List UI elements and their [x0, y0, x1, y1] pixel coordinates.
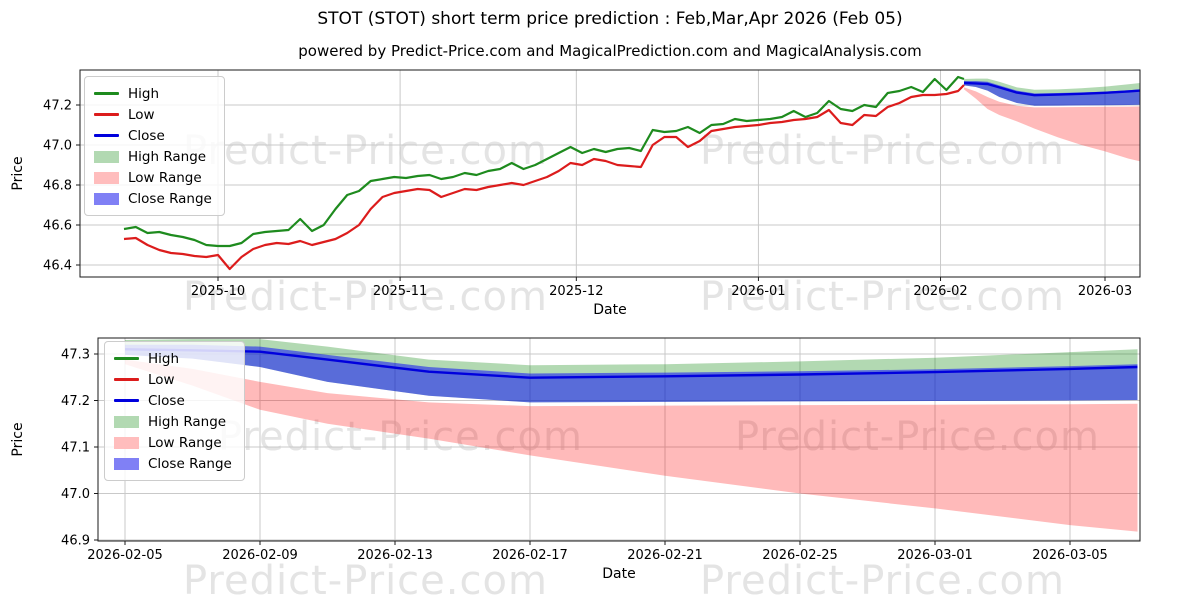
axis-frame — [97, 337, 1141, 542]
y-axis-tick-label: 46.6 — [43, 219, 72, 234]
close-swatch — [94, 134, 119, 137]
watermark: Predict-Price.com — [700, 558, 1065, 604]
y-axis-tick-label: 46.8 — [43, 179, 72, 194]
low-range-swatch — [114, 436, 139, 449]
y-axis-label: Price — [10, 156, 26, 190]
close-range-swatch — [94, 192, 119, 205]
legend-item-high: High — [94, 83, 212, 104]
legend-item-high: High — [114, 348, 232, 369]
x-axis-tick-label: 2026-03 — [1078, 284, 1132, 299]
y-axis-tick-label: 47.2 — [43, 99, 72, 114]
close-range-band — [964, 81, 1141, 106]
low-range-band — [125, 359, 1138, 532]
y-axis-tick-label: 47.0 — [43, 139, 72, 154]
low-swatch — [94, 113, 119, 116]
x-axis-label: Date — [602, 566, 635, 582]
legend-label: Low — [128, 106, 155, 123]
y-axis-tick-label: 46.4 — [43, 259, 72, 274]
high-range-swatch — [114, 415, 139, 428]
low-swatch — [114, 378, 139, 381]
legend-item-low-range: Low Range — [114, 432, 232, 453]
x-axis-tick-label: 2026-02-05 — [87, 548, 163, 563]
legend-label: High Range — [128, 148, 207, 165]
watermark: Predict-Price.com — [183, 128, 548, 174]
low-range-swatch — [94, 171, 119, 184]
legend-item-close-range: Close Range — [114, 453, 232, 474]
legend-label: Close Range — [128, 190, 212, 207]
bottom-prediction-chart: 2026-02-05 2026-02-09 2026-02-13 2026-02-17… — [10, 337, 1141, 582]
legend-item-high-range: High Range — [114, 411, 232, 432]
y-axis-tick-label: 47.2 — [61, 394, 90, 409]
legend-item-close-range: Close Range — [94, 188, 212, 209]
high-swatch — [94, 92, 119, 95]
legend-label: High Range — [148, 413, 227, 430]
x-axis-tick-label: 2026-02-21 — [627, 548, 703, 563]
watermark: Predict-Price.com — [735, 414, 1100, 460]
x-axis-tick-label: 2026-03-05 — [1032, 548, 1108, 563]
chart-subtitle: powered by Predict-Price.com and Magical… — [298, 42, 922, 60]
x-axis-tick-label: 2026-02-09 — [222, 548, 298, 563]
top-chart-legend: High Low Close High Range Low Range Close Ran… — [84, 76, 225, 216]
watermark: Predict-Price.com — [183, 558, 548, 604]
legend-item-close: Close — [114, 390, 232, 411]
close-line — [963, 81, 1141, 97]
legend-label: Close — [148, 392, 185, 409]
top-price-chart: 2025-10 2025-11 2025-12 2026-01 2026-02 2026-… — [10, 69, 1141, 318]
legend-label: High — [148, 350, 180, 367]
close-range-swatch — [114, 457, 139, 470]
x-axis-tick-label: 2025-11 — [373, 284, 427, 299]
x-axis-tick-label: 2025-12 — [549, 284, 603, 299]
x-axis-tick-label: 2026-01 — [731, 284, 785, 299]
x-axis-tick-label: 2026-02-17 — [492, 548, 568, 563]
legend-label: Close — [128, 127, 165, 144]
high-swatch — [114, 357, 139, 360]
legend-label: Close Range — [148, 455, 232, 472]
x-axis-tick-label: 2026-02-13 — [357, 548, 433, 563]
x-axis-label: Date — [593, 302, 626, 318]
page-title: STOT (STOT) short term price prediction … — [317, 9, 903, 29]
legend-item-low: Low — [94, 104, 212, 125]
legend-item-close: Close — [94, 125, 212, 146]
legend-item-high-range: High Range — [94, 146, 212, 167]
legend-label: Low — [148, 371, 175, 388]
low-line — [123, 84, 965, 271]
x-axis-tick-label: 2025-10 — [191, 284, 245, 299]
watermark: Predict-Price.com — [218, 414, 583, 460]
low-range-band — [964, 87, 1141, 162]
legend-label: High — [128, 85, 160, 102]
x-axis-tick-label: 2026-02 — [913, 284, 967, 299]
watermark: Predict-Price.com — [183, 274, 548, 320]
y-axis-tick-label: 47.3 — [61, 348, 90, 363]
legend-item-low: Low — [114, 369, 232, 390]
y-axis-tick-label: 47.1 — [61, 441, 90, 456]
y-axis-label: Price — [10, 422, 26, 456]
axis-frame — [79, 69, 1141, 278]
high-line — [123, 75, 965, 248]
bottom-chart-legend: High Low Close High Range Low Range Close Ran… — [104, 341, 245, 481]
watermark: Predict-Price.com — [700, 274, 1065, 320]
y-axis-tick-label: 47.0 — [61, 487, 90, 502]
close-swatch — [114, 399, 139, 402]
legend-label: Low Range — [128, 169, 202, 186]
x-axis-tick-label: 2026-02-25 — [762, 548, 838, 563]
legend-label: Low Range — [148, 434, 222, 451]
y-axis-tick-label: 46.9 — [61, 534, 90, 549]
close-range-band — [125, 344, 1138, 403]
watermark: Predict-Price.com — [700, 128, 1065, 174]
high-range-swatch — [94, 150, 119, 163]
legend-item-low-range: Low Range — [94, 167, 212, 188]
x-axis-tick-label: 2026-03-01 — [897, 548, 973, 563]
